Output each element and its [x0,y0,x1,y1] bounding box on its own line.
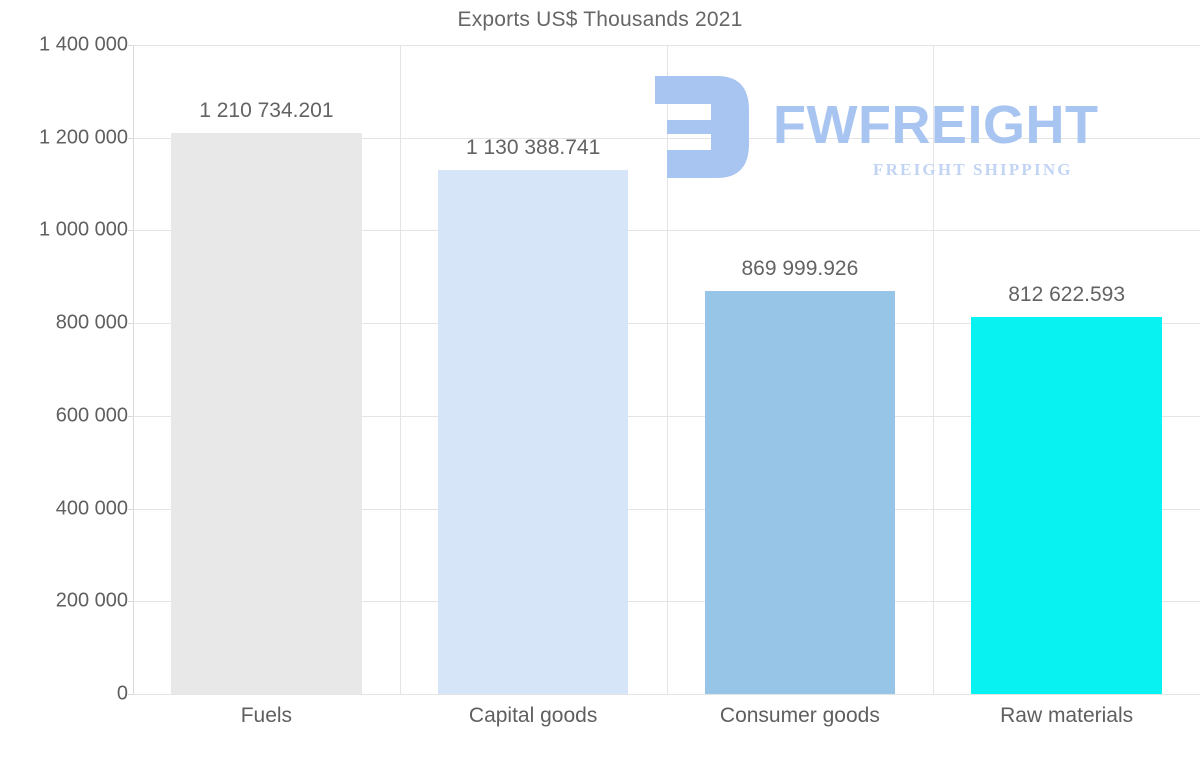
y-axis-line [133,45,134,695]
chart-title: Exports US$ Thousands 2021 [457,8,743,31]
y-axis-tick-mark [128,694,134,695]
bar[interactable] [971,317,1162,694]
y-axis-tick-label: 800 000 [55,311,128,334]
y-axis-tick-label: 1 000 000 [39,218,128,241]
bar[interactable] [704,290,896,694]
gridline [133,694,1200,695]
y-axis-tick-labels: 0 200 000 400 000 600 000 800 000 1 000 000 1 … [0,0,134,763]
x-axis-category-label: Capital goods [468,704,598,727]
y-axis-tick-mark [128,508,134,510]
bar-value-label: 812 622.593 [1008,283,1126,307]
y-axis-tick-mark [128,415,134,417]
plot-area: 1 210 734.201 1 130 388.741 869 999.926 812… [133,45,1200,695]
bar-value-label: 869 999.926 [741,256,859,280]
y-axis-tick-mark [128,137,134,139]
y-axis-tick-label: 200 000 [55,589,128,612]
bar-value-label: 1 210 734.201 [199,98,334,122]
y-axis-tick-label: 0 [116,682,128,705]
bar-value-label: 1 130 388.741 [465,135,601,159]
x-axis-category-label: Fuels [240,704,293,727]
y-axis-tick-mark [128,45,134,46]
x-axis-category-label: Raw materials [1000,704,1134,727]
x-axis-category-label: Consumer goods [719,704,880,727]
y-axis-tick-label: 600 000 [55,404,128,427]
category-separator-gridline [933,45,935,694]
y-axis-tick-label: 1 200 000 [39,126,128,149]
category-separator-gridline [399,45,401,694]
bar[interactable] [171,132,362,694]
y-axis-tick-mark [128,323,134,325]
category-separator-gridline [666,45,668,694]
y-axis-tick-mark [128,230,134,232]
y-axis-tick-label: 1 400 000 [39,33,128,56]
y-axis-tick-label: 400 000 [55,497,128,520]
bar[interactable] [437,169,629,694]
y-axis-tick-mark [128,601,134,603]
